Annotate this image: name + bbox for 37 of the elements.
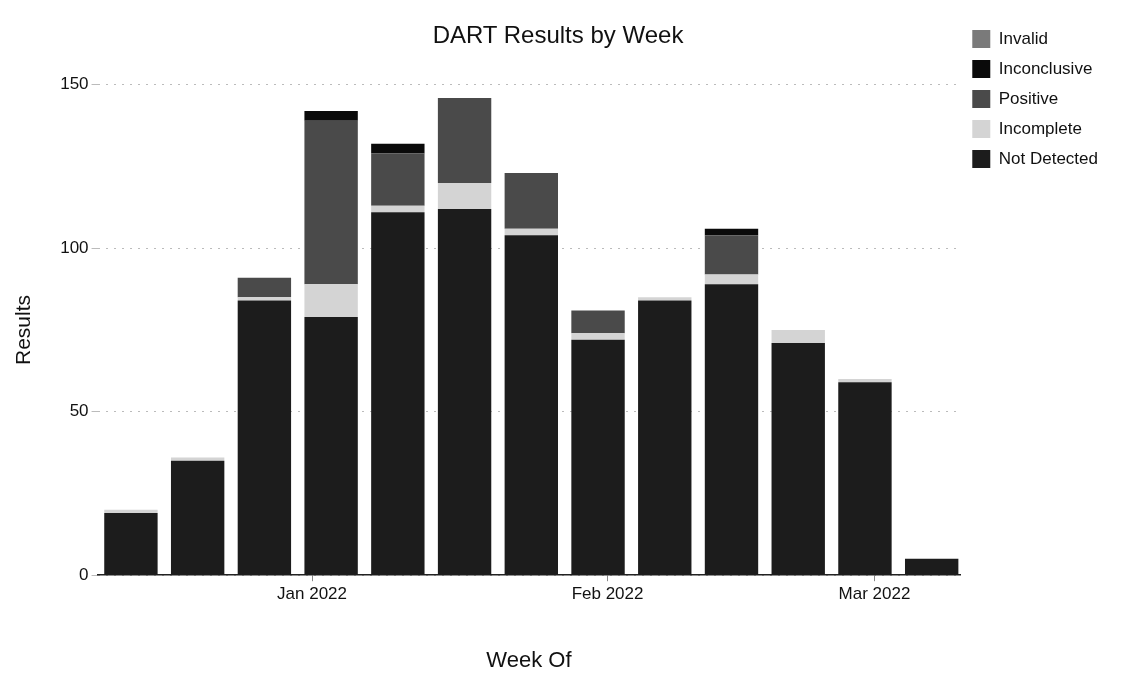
bar — [170, 457, 225, 461]
bar — [771, 330, 825, 344]
bar — [838, 379, 892, 383]
x-tick-label: Jan 2022 — [277, 584, 348, 604]
y-tick-label: 0 — [79, 564, 89, 584]
bar — [571, 310, 625, 334]
bar — [704, 235, 759, 275]
bar — [237, 277, 292, 298]
legend-label: Incomplete — [998, 118, 1082, 138]
bar — [104, 509, 158, 514]
legend-label: Not Detected — [998, 148, 1099, 168]
bar — [504, 173, 558, 229]
bar — [371, 143, 425, 154]
bar — [304, 110, 358, 121]
bar — [237, 297, 292, 301]
x-axis-title: Week Of — [486, 646, 573, 672]
chart-title: DART Results by Week — [432, 21, 685, 49]
bar — [504, 228, 558, 236]
legend-label: Positive — [998, 88, 1059, 108]
bar — [304, 284, 358, 317]
legend-label: Inconclusive — [998, 58, 1093, 78]
y-tick-label: 50 — [69, 401, 89, 421]
bar — [704, 228, 759, 236]
bar — [638, 297, 692, 301]
bar — [371, 153, 425, 206]
y-tick-label: 150 — [60, 74, 89, 94]
bar — [437, 182, 492, 210]
bar — [437, 97, 492, 183]
x-tick-label: Feb 2022 — [571, 584, 644, 604]
y-axis-title: Results — [11, 294, 35, 366]
bar — [304, 120, 358, 285]
bar — [704, 274, 759, 285]
legend-label: Invalid — [998, 28, 1048, 48]
bar — [571, 333, 625, 340]
y-tick-label: 100 — [60, 237, 89, 257]
bar — [371, 205, 425, 213]
x-tick-label: Mar 2022 — [838, 584, 911, 604]
